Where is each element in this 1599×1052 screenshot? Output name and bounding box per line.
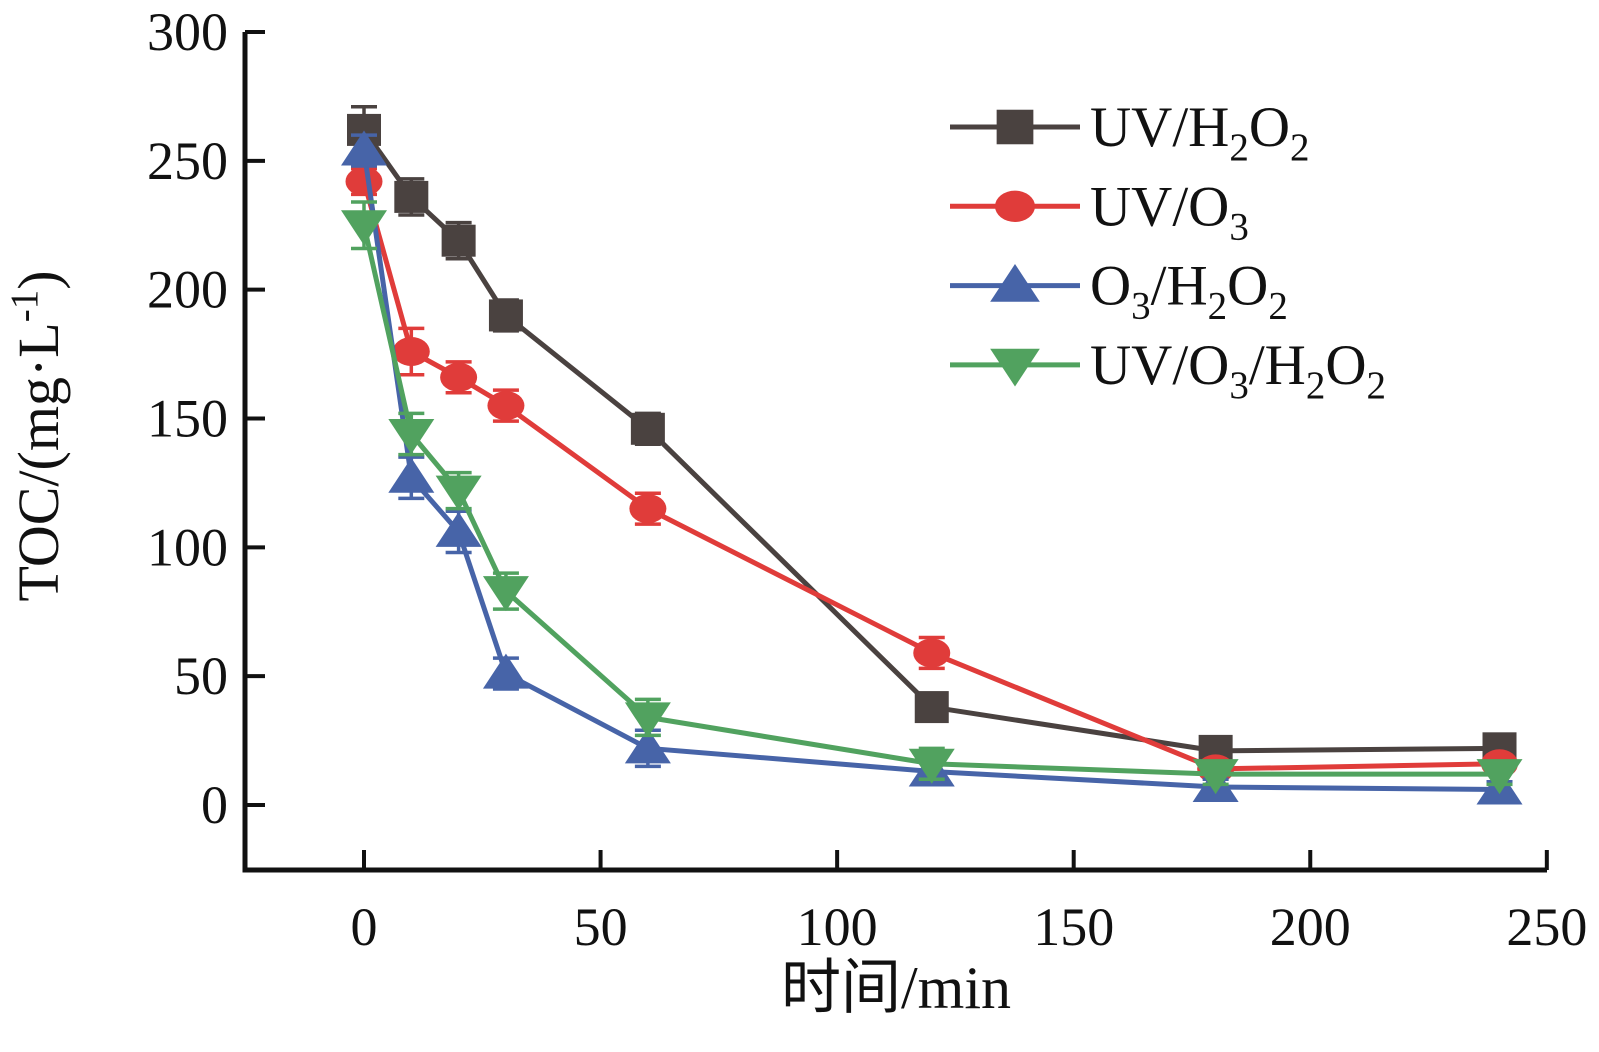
- data-point-marker-triangle-down: [341, 210, 387, 246]
- data-point-marker-triangle-down: [624, 702, 671, 738]
- series-line: [361, 180, 1500, 772]
- data-point-marker-circle: [345, 166, 383, 196]
- data-point-marker-triangle-up: [482, 653, 529, 689]
- data-point-marker-triangle-up: [388, 457, 435, 493]
- data-point-marker-square: [441, 224, 476, 257]
- axis-lines: [242, 32, 1547, 873]
- data-point-marker-square: [394, 180, 429, 213]
- series-line: [361, 224, 1500, 777]
- data-point-marker-triangle-down: [1192, 759, 1239, 795]
- legend-entry-uv-o3: UV/O3: [950, 175, 1249, 248]
- data-point-marker-circle: [995, 190, 1035, 222]
- data-point-marker-triangle-up: [435, 511, 482, 547]
- series-uv-o3-h2o2: [341, 200, 1523, 795]
- y-tick-label: 250: [147, 131, 228, 191]
- y-axis-ticks: [245, 29, 265, 807]
- data-point-marker-triangle-down: [482, 576, 529, 612]
- legend-entry-uv-h2o2: UV/H2O2: [950, 96, 1310, 169]
- x-tick-label: 150: [1033, 897, 1114, 957]
- y-tick-label: 300: [147, 2, 228, 62]
- data-point-marker-circle: [487, 391, 525, 421]
- data-point-marker-circle: [913, 638, 951, 668]
- y-tick-label: 150: [147, 388, 228, 448]
- data-series-layer: [341, 104, 1523, 805]
- legend-label: UV/H2O2: [1090, 96, 1310, 169]
- legend-label: UV/O3/H2O2: [1090, 334, 1386, 407]
- x-axis-ticks: [362, 850, 1549, 870]
- y-tick-label: 50: [174, 646, 228, 706]
- legend-entry-uv-o3-h2o2: UV/O3/H2O2: [950, 334, 1386, 407]
- y-tick-label: 100: [147, 517, 228, 577]
- x-tick-label: 200: [1270, 897, 1351, 957]
- y-axis-tick-labels: 0 50 100 150 200 250 300: [147, 2, 228, 835]
- data-point-marker-circle: [392, 337, 430, 367]
- data-point-marker-triangle-down: [388, 418, 435, 454]
- plot-axes: [242, 32, 1547, 873]
- x-axis-title: 时间/min: [781, 955, 1011, 1021]
- x-tick-label: 100: [797, 897, 878, 957]
- data-point-marker-square: [630, 412, 665, 445]
- data-point-marker-triangle-down: [435, 475, 482, 511]
- data-point-marker-triangle-up: [341, 130, 387, 166]
- data-point-marker-triangle-down: [1476, 759, 1523, 795]
- data-point-marker-square: [488, 299, 523, 332]
- legend-label: O3/H2O2: [1090, 255, 1288, 328]
- data-point-marker-circle: [440, 362, 478, 392]
- data-point-marker-triangle-up: [624, 728, 671, 764]
- data-point-marker-square: [914, 691, 949, 724]
- y-tick-label: 0: [201, 775, 228, 835]
- x-tick-label: 250: [1506, 897, 1587, 957]
- x-tick-label: 50: [574, 897, 628, 957]
- legend-entry-o3-h2o2: O3/H2O2: [950, 255, 1288, 328]
- series-uv-o3: [345, 166, 1519, 784]
- y-axis-title: TOC/(mg·L-1): [3, 270, 71, 601]
- y-tick-label: 200: [147, 260, 228, 320]
- data-point-marker-square: [996, 109, 1034, 145]
- data-point-marker-triangle-up: [990, 264, 1040, 302]
- series-uv-h2o2: [347, 104, 1517, 767]
- x-tick-label: 0: [351, 897, 378, 957]
- data-point-marker-triangle-down: [908, 748, 955, 784]
- data-point-marker-circle: [629, 494, 667, 524]
- data-point-marker-triangle-down: [990, 348, 1040, 387]
- x-axis-tick-labels: 0 50 100 150 200 250: [351, 897, 1588, 957]
- legend-label: UV/O3: [1090, 175, 1249, 248]
